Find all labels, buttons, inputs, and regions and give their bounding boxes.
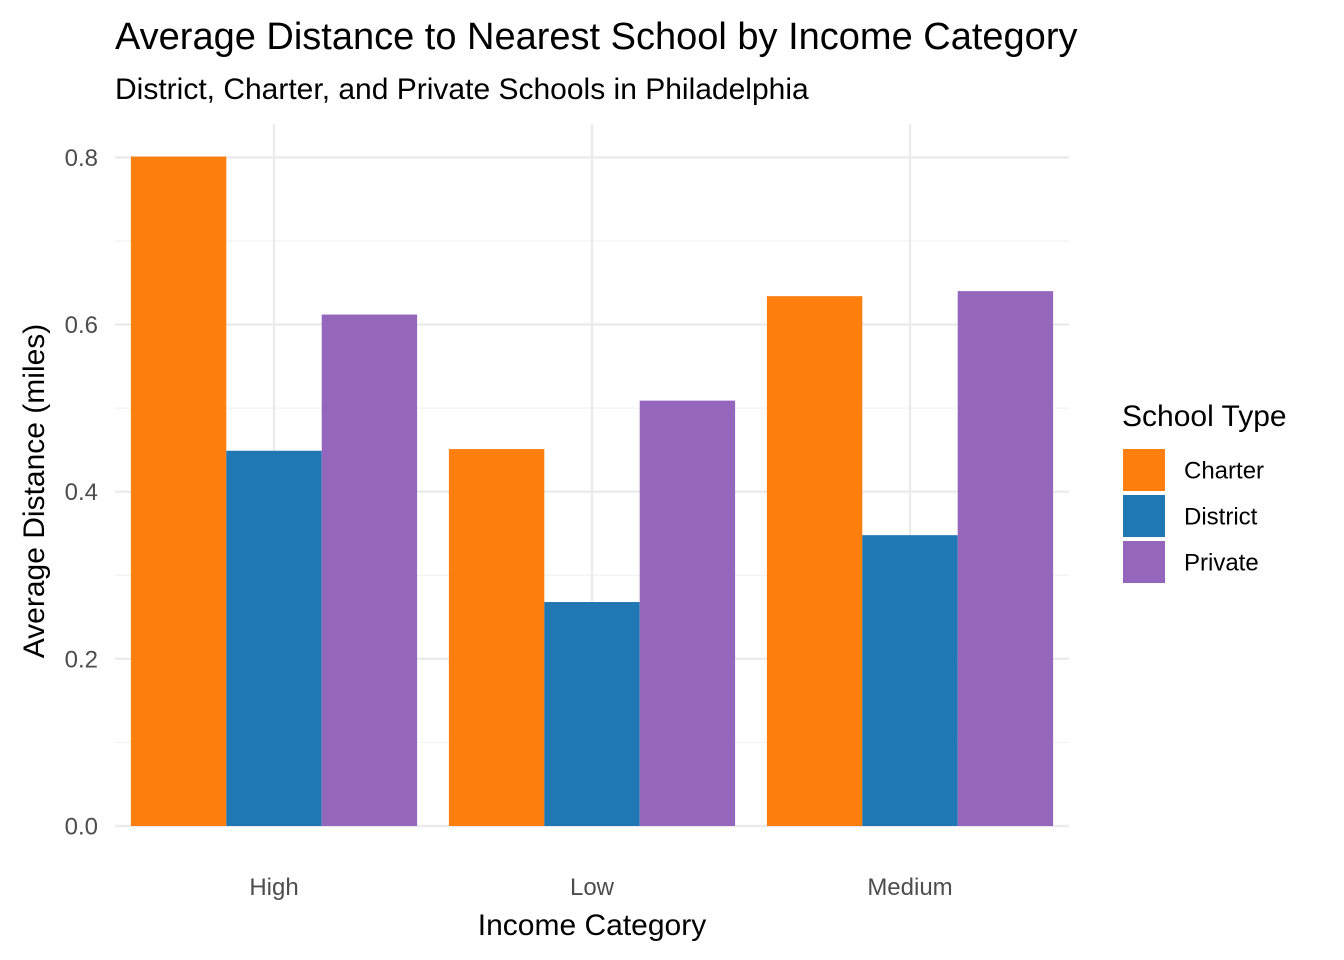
y-tick-label: 0.0 [65,814,98,841]
legend-title: School Type [1122,400,1287,433]
legend-label-district: District [1184,504,1258,531]
bar-district-high [226,450,322,826]
x-axis-ticks: High Low Medium [249,874,952,901]
legend-key-district [1123,495,1165,537]
y-tick-label: 0.2 [65,646,98,673]
bar-district-low [544,602,640,826]
bar-private-high [321,314,418,826]
x-axis-title: Income Category [478,909,706,942]
chart-subtitle: District, Charter, and Private Schools i… [115,73,809,106]
legend-label-charter: Charter [1184,458,1264,485]
y-tick-label: 0.6 [65,312,98,339]
y-axis-ticks: 0.0 0.2 0.4 0.6 0.8 [65,145,98,841]
bar-private-medium [957,291,1054,827]
legend-label-private: Private [1184,550,1259,577]
bar-charter-low [448,449,545,826]
bar-charter-medium [766,296,863,827]
bars [130,156,1054,827]
bar-private-low [639,400,736,826]
bar-charter-high [130,156,227,827]
legend-key-private [1123,541,1165,583]
legend: School Type Charter District Private [1122,400,1287,583]
legend-key-charter [1123,449,1165,491]
chart-title: Average Distance to Nearest School by In… [115,16,1077,58]
y-axis-title: Average Distance (miles) [18,324,51,659]
bar-district-medium [862,535,958,826]
x-tick-label: Medium [867,874,952,901]
x-tick-label: High [249,874,298,901]
y-tick-label: 0.4 [65,479,98,506]
y-tick-label: 0.8 [65,145,98,172]
x-tick-label: Low [570,874,615,901]
